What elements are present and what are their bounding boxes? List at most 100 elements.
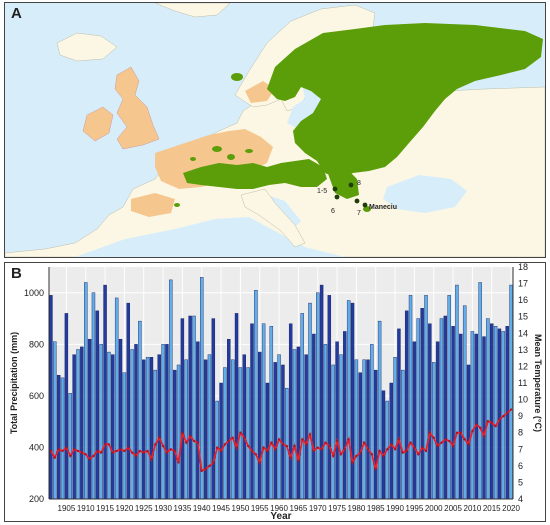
temperature-point [92, 454, 95, 458]
temperature-point [494, 424, 497, 428]
site-marker [332, 186, 338, 192]
precipitation-bar [470, 331, 475, 500]
temperature-point [332, 454, 335, 458]
temperature-point [436, 444, 439, 448]
precipitation-bar [138, 320, 142, 500]
temperature-series [49, 408, 513, 473]
precipitation-bar [60, 377, 65, 500]
precipitation-bar [312, 333, 316, 500]
precipitation-bar [354, 359, 359, 500]
climate-chart: 200 400 600 800 1000 4 5 6 7 8 9 10 11 12 13 14 15 16 17 18… [9, 263, 543, 521]
precipitation-bar [424, 295, 428, 500]
temperature-point [347, 438, 350, 441]
precipitation-bar [192, 315, 196, 500]
temperature-point [316, 446, 319, 449]
precipitation-bar [381, 390, 386, 500]
precipitation-bar [432, 362, 436, 500]
precipitation-bar [91, 292, 96, 500]
precipitation-bar [87, 338, 92, 500]
precipitation-bar [288, 323, 293, 500]
precipitation-bar [443, 315, 448, 500]
precipitation-bar [366, 359, 370, 500]
temperature-point [100, 451, 103, 454]
temperature-point [161, 444, 165, 448]
temperature-point [281, 443, 285, 446]
precipitation-bar [176, 364, 181, 500]
precipitation-bar [377, 320, 382, 500]
chart-panel: 200 400 600 800 1000 4 5 6 7 8 9 10 11 12 13 14 15 16 17 18… [4, 262, 546, 522]
temperature-point [409, 441, 412, 444]
precipitation-bar [490, 323, 494, 500]
temperature-point [335, 439, 339, 443]
x-tick-label: 2020 [502, 504, 520, 513]
precipitation-bar [172, 369, 177, 500]
precipitation-bar [258, 351, 262, 500]
temperature-point [339, 453, 343, 456]
precipitation-bar [408, 295, 413, 500]
precipitation-bar [335, 341, 339, 500]
great-britain [114, 66, 160, 150]
temperature-point [173, 449, 176, 453]
precipitation-bar [269, 326, 274, 500]
temperature-point [138, 449, 141, 453]
precipitation-bar [153, 369, 158, 500]
precipitation-bar [107, 351, 111, 500]
temperature-point [169, 448, 172, 451]
temperature-point [289, 456, 292, 459]
x-tick-label: 1990 [386, 504, 404, 513]
x-tick-label: 1995 [406, 504, 424, 513]
temperature-point [103, 443, 107, 446]
x-tick-label: 1925 [135, 504, 153, 513]
precipitation-bar [374, 369, 378, 500]
precipitation-bar [64, 313, 69, 500]
temperature-point [219, 449, 223, 453]
y2-tick-label: 7 [518, 444, 523, 454]
temperature-point [355, 454, 358, 458]
temperature-point [96, 449, 99, 453]
temperature-point [277, 438, 281, 441]
temperature-point [502, 415, 505, 418]
precipitation-bar [281, 364, 285, 500]
precipitation-bar [76, 349, 80, 500]
precipitation-bar [161, 344, 165, 500]
precipitation-bar [53, 341, 57, 500]
site-marker [362, 202, 368, 208]
temperature-point [131, 451, 134, 454]
precipitation-bar [339, 354, 343, 500]
temperature-point [69, 454, 72, 458]
temperature-point [247, 444, 250, 448]
species-range-main [267, 23, 543, 179]
precipitation-bar [412, 341, 417, 500]
highlight-scandinavia [245, 81, 275, 103]
precipitation-bar [308, 302, 312, 500]
precipitation-bar [114, 297, 119, 500]
temperature-point [212, 461, 215, 464]
axes: 200 400 600 800 1000 4 5 6 7 8 9 10 11 12 13 14 15 16 17 18… [24, 263, 528, 513]
x-tick-label: 1915 [96, 504, 114, 513]
precipitation-bar [350, 302, 355, 500]
site-label-6: 6 [331, 208, 335, 215]
precipitation-bar [401, 369, 405, 500]
precipitation-bar [142, 359, 146, 500]
temperature-point [181, 431, 184, 434]
temperature-point [432, 436, 435, 439]
y2-tick-label: 9 [518, 411, 523, 421]
site-label-7: 7 [357, 210, 361, 217]
temperature-point [312, 449, 315, 453]
europe-map: 1-5 6 7 8 Maneciu [5, 3, 545, 257]
x-tick-label: 1935 [174, 504, 192, 513]
y2-tick-label: 6 [518, 461, 523, 471]
precipitation-bar [126, 302, 130, 500]
precipitation-bar [346, 300, 351, 500]
temperature-point [397, 438, 401, 441]
precipitation-bar [184, 359, 188, 500]
precipitation-bar [493, 326, 498, 500]
range-patch [245, 149, 253, 153]
temperature-point [467, 443, 470, 446]
range-patch [212, 146, 222, 152]
precipitation-bar [447, 295, 451, 500]
precipitation-bar [462, 305, 467, 500]
precipitation-bar [439, 318, 444, 500]
precipitation-bar [509, 284, 513, 500]
